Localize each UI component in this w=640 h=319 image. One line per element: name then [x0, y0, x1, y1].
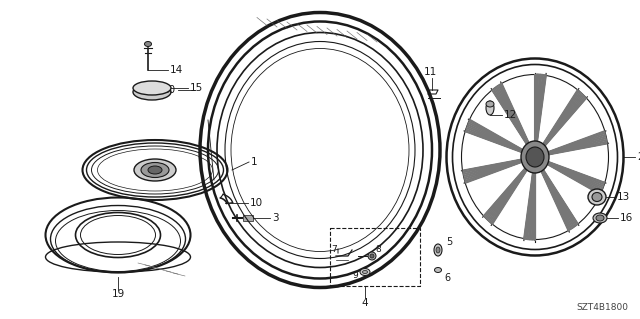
Ellipse shape	[134, 159, 176, 181]
Ellipse shape	[592, 192, 602, 202]
Text: 2: 2	[637, 152, 640, 162]
Bar	[330, 228, 420, 286]
Text: 7: 7	[331, 246, 337, 255]
Text: 14: 14	[170, 65, 183, 75]
Ellipse shape	[486, 101, 494, 107]
Text: 3: 3	[272, 213, 278, 223]
Text: 6: 6	[444, 273, 450, 283]
Ellipse shape	[133, 81, 171, 95]
Text: 9: 9	[352, 271, 358, 280]
Text: 15: 15	[190, 83, 204, 93]
Ellipse shape	[141, 162, 169, 177]
Ellipse shape	[362, 271, 367, 273]
Ellipse shape	[596, 215, 604, 221]
Ellipse shape	[521, 141, 549, 173]
Ellipse shape	[435, 268, 442, 272]
Ellipse shape	[486, 101, 494, 115]
Text: 16: 16	[620, 213, 633, 223]
Ellipse shape	[593, 213, 607, 223]
Ellipse shape	[370, 254, 374, 258]
Ellipse shape	[360, 269, 370, 276]
Ellipse shape	[368, 252, 376, 260]
Text: 12: 12	[504, 110, 517, 120]
Ellipse shape	[145, 41, 152, 47]
Text: 4: 4	[362, 298, 368, 308]
Text: 5: 5	[446, 237, 452, 247]
Text: SZT4B1800: SZT4B1800	[576, 303, 628, 313]
Text: 13: 13	[617, 192, 630, 202]
Text: 19: 19	[111, 289, 125, 299]
Bar	[243, 215, 253, 221]
Text: 8: 8	[375, 246, 381, 255]
Ellipse shape	[526, 147, 544, 167]
Ellipse shape	[588, 189, 606, 205]
Text: 20: 20	[162, 85, 175, 95]
Ellipse shape	[148, 166, 162, 174]
Text: 11: 11	[424, 67, 436, 77]
Ellipse shape	[133, 84, 171, 100]
Text: 10: 10	[250, 198, 263, 208]
Ellipse shape	[436, 247, 440, 253]
Text: 1: 1	[251, 157, 258, 167]
Ellipse shape	[434, 244, 442, 256]
